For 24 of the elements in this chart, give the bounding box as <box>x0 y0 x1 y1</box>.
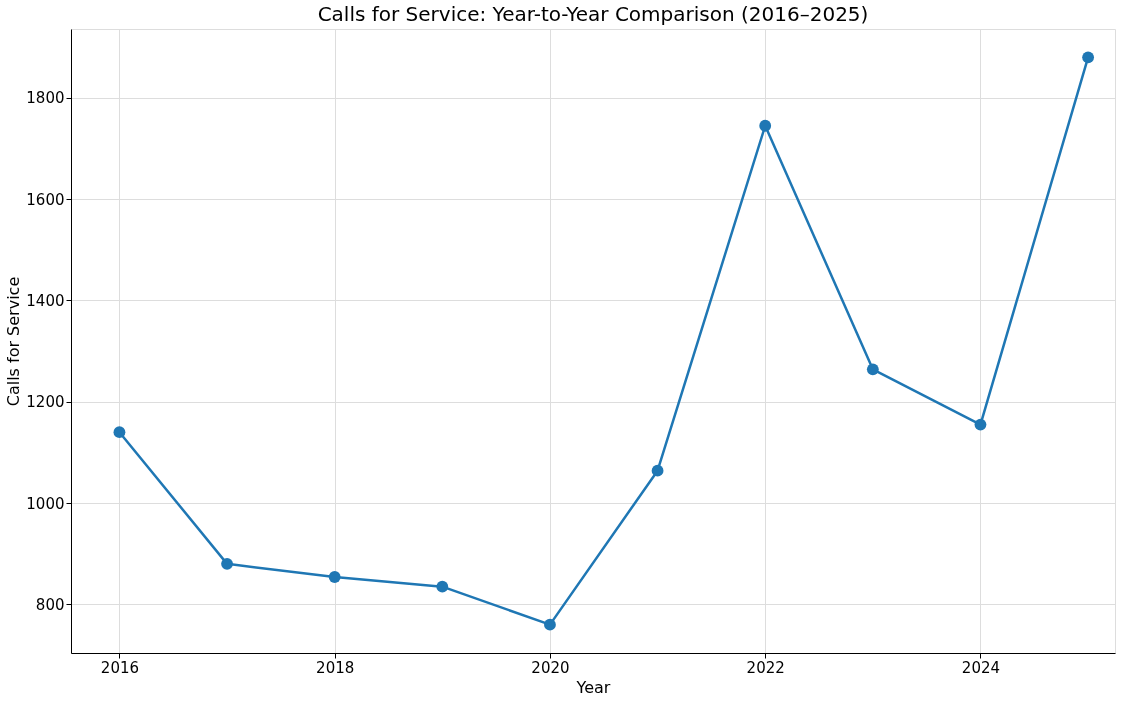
y-tick-label: 1800 <box>26 89 65 108</box>
y-tick-label: 1600 <box>26 190 65 209</box>
point <box>544 618 556 631</box>
y-tick-label: 1400 <box>26 291 65 310</box>
point <box>328 571 341 583</box>
x-tick-label: 2024 <box>961 658 1001 677</box>
x-axis-title: Year <box>575 677 611 697</box>
point <box>113 426 126 439</box>
x-tick-label: 2016 <box>100 658 140 677</box>
x-tick-label: 2022 <box>746 658 785 677</box>
point <box>866 363 879 376</box>
point <box>436 580 449 593</box>
y-tick-label: 800 <box>35 595 65 614</box>
point <box>221 557 233 570</box>
point <box>759 119 772 132</box>
y-tick-label: 1200 <box>26 393 65 412</box>
y-tick-label: 1000 <box>26 494 65 513</box>
x-tick-label: 2020 <box>531 658 570 677</box>
point <box>1082 51 1095 64</box>
chart-title: Calls for Service: Year-to-Year Comparison (2016–2025) <box>317 2 869 26</box>
point <box>651 464 664 477</box>
point <box>974 418 987 431</box>
x-tick-label: 2018 <box>316 658 355 677</box>
y-axis-title: Calls for Service <box>4 276 24 407</box>
